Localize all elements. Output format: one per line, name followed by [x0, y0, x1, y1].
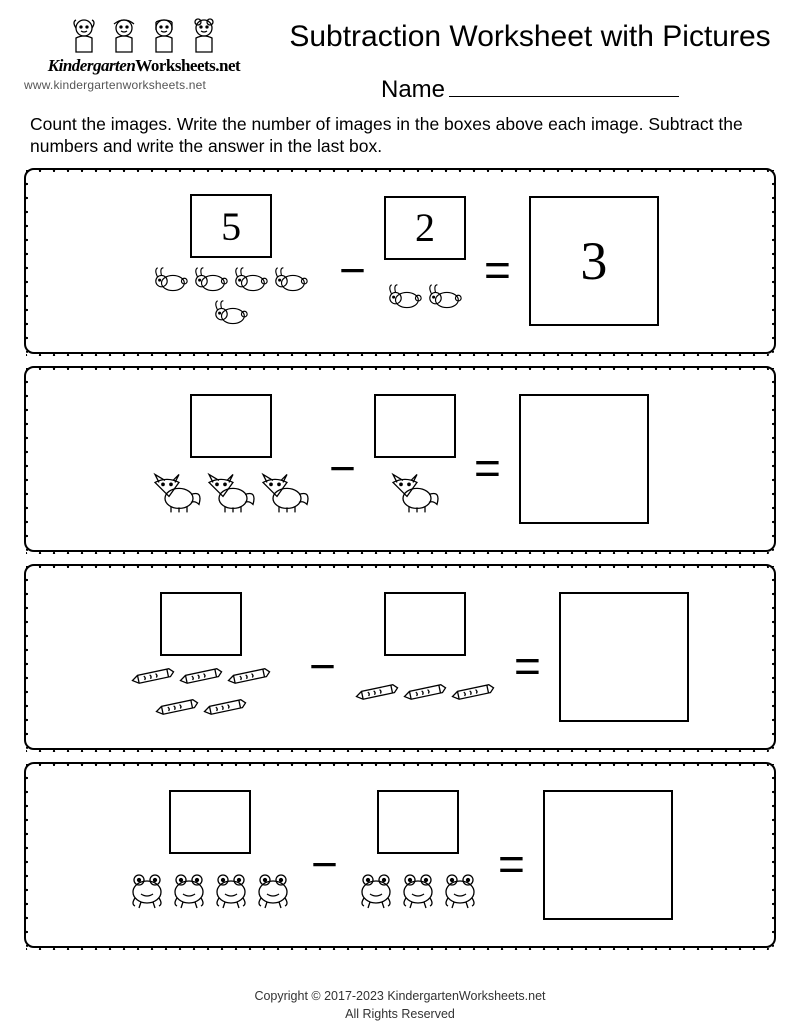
title-area: Subtraction Worksheet with Pictures Name — [284, 14, 776, 104]
frog-icon — [253, 870, 293, 910]
minus-sign: − — [329, 441, 356, 495]
number-box[interactable] — [190, 394, 272, 458]
answer-box[interactable] — [543, 790, 673, 920]
answer-box[interactable] — [559, 592, 689, 722]
name-label: Name — [381, 76, 445, 103]
bunny-icon — [152, 264, 190, 294]
logo-text: KindergartenWorksheets.net — [24, 56, 264, 76]
equals-sign: = — [484, 243, 511, 297]
image-cluster — [127, 860, 293, 920]
crayon-icon — [154, 698, 200, 716]
image-cluster — [151, 464, 311, 524]
frog-icon — [440, 870, 480, 910]
copyright: Copyright © 2017-2023 KindergartenWorksh… — [0, 988, 800, 1006]
equals-sign: = — [474, 441, 501, 495]
logo-kids-icons — [24, 14, 264, 54]
operand-right — [354, 592, 496, 722]
bunny-icon — [426, 281, 464, 311]
image-cluster — [386, 266, 464, 326]
instructions: Count the images. Write the number of im… — [30, 114, 770, 158]
fox-icon — [151, 470, 203, 517]
logo-url: www.kindergartenworksheets.net — [24, 78, 264, 92]
image-cluster — [389, 464, 441, 524]
header: KindergartenWorksheets.net www.kindergar… — [24, 14, 776, 104]
frog-icon — [398, 870, 438, 910]
logo-text-3: .net — [215, 56, 240, 75]
fox-icon — [205, 470, 257, 517]
image-cluster — [111, 662, 291, 722]
bunny-icon — [386, 281, 424, 311]
problem-row: − = — [24, 762, 776, 948]
frog-icon — [356, 870, 396, 910]
bunny-icon — [232, 264, 270, 294]
number-box[interactable]: 2 — [384, 196, 466, 260]
rights: All Rights Reserved — [0, 1006, 800, 1024]
number-box[interactable] — [160, 592, 242, 656]
answer-box[interactable]: 3 — [529, 196, 659, 326]
number-box[interactable] — [384, 592, 466, 656]
operand-right: 2 — [384, 196, 466, 326]
footer: Copyright © 2017-2023 KindergartenWorksh… — [0, 988, 800, 1023]
crayon-icon — [202, 698, 248, 716]
crayon-icon — [402, 683, 448, 701]
image-cluster — [141, 264, 321, 327]
number-box[interactable]: 5 — [190, 194, 272, 258]
page-title: Subtraction Worksheet with Pictures — [284, 20, 776, 54]
image-cluster — [354, 662, 496, 722]
frog-icon — [211, 870, 251, 910]
problems-container: 5 − 2 = 3 − = − = — [24, 168, 776, 948]
crayon-icon — [178, 667, 224, 685]
operand-left — [127, 790, 293, 920]
fox-icon — [259, 470, 311, 517]
crayon-icon — [226, 667, 272, 685]
crayon-icon — [450, 683, 496, 701]
crayon-icon — [130, 667, 176, 685]
bunny-icon — [272, 264, 310, 294]
operand-left — [151, 394, 311, 524]
minus-sign: − — [309, 639, 336, 693]
number-box[interactable] — [374, 394, 456, 458]
operand-left: 5 — [141, 194, 321, 327]
operand-right — [374, 394, 456, 524]
frog-icon — [127, 870, 167, 910]
equals-sign: = — [498, 837, 525, 891]
operand-left — [111, 592, 291, 722]
bunny-icon — [212, 297, 250, 327]
equals-sign: = — [514, 639, 541, 693]
name-row: Name — [284, 76, 776, 104]
logo-text-2: Worksheets — [135, 56, 215, 75]
problem-row: 5 − 2 = 3 — [24, 168, 776, 354]
problem-row: − = — [24, 366, 776, 552]
bunny-icon — [192, 264, 230, 294]
image-cluster — [356, 860, 480, 920]
minus-sign: − — [311, 837, 338, 891]
number-box[interactable] — [169, 790, 251, 854]
number-box[interactable] — [377, 790, 459, 854]
operand-right — [356, 790, 480, 920]
logo: KindergartenWorksheets.net www.kindergar… — [24, 14, 264, 92]
logo-text-1: Kindergarten — [48, 56, 136, 75]
minus-sign: − — [339, 243, 366, 297]
answer-box[interactable] — [519, 394, 649, 524]
name-input-line[interactable] — [449, 96, 679, 97]
fox-icon — [389, 470, 441, 517]
crayon-icon — [354, 683, 400, 701]
frog-icon — [169, 870, 209, 910]
problem-row: − = — [24, 564, 776, 750]
